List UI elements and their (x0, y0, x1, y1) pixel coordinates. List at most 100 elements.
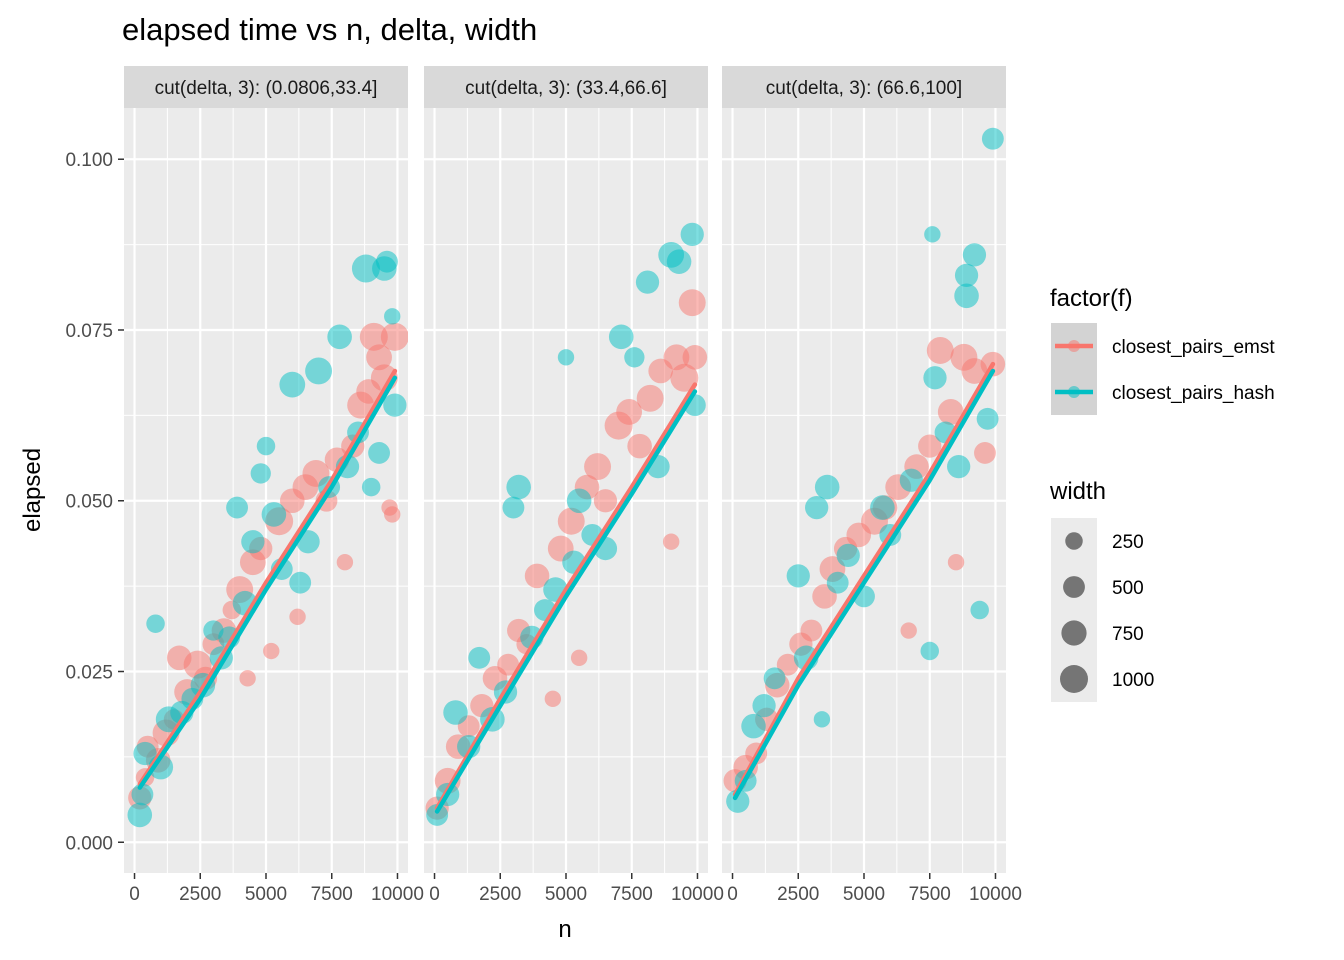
data-point (970, 600, 989, 620)
x-tick-label: 5000 (545, 884, 587, 905)
data-point (327, 324, 352, 350)
color-legend-title: factor(f) (1050, 285, 1133, 312)
data-point (133, 741, 157, 766)
legend-size-label: 500 (1112, 578, 1144, 599)
smooth-line (732, 368, 996, 801)
facet-strip-label: cut(delta, 3): (66.6,100] (766, 78, 962, 99)
data-point (954, 283, 979, 309)
data-point (900, 622, 917, 639)
data-point (763, 667, 786, 690)
data-point (962, 243, 987, 267)
x-tick-label: 2500 (479, 884, 521, 905)
legend: factor(f) closest_pairs_emst closest_pairs… (1049, 285, 1275, 702)
facet-panel-3: cut(delta, 3): (66.6,100] 0 2500 5000 7500 10… (722, 66, 1022, 905)
data-point (663, 344, 690, 371)
data-point (805, 495, 829, 520)
data-point (570, 649, 588, 667)
x-tick-label: 2500 (179, 884, 221, 905)
data-point (250, 463, 271, 484)
y-tick-label: 0.100 (65, 150, 113, 171)
data-point (920, 641, 939, 661)
data-point (384, 506, 401, 523)
data-point (566, 488, 592, 514)
data-point (376, 250, 398, 273)
data-point (256, 436, 276, 456)
data-point (127, 802, 153, 828)
data-point (131, 783, 154, 806)
x-tick-label: 10000 (969, 884, 1022, 905)
facet-panel-2: cut(delta, 3): (33.4,66.6] 0 2500 5000 7500 1… (424, 66, 724, 905)
data-point (289, 608, 306, 626)
facet-strip (722, 66, 1006, 108)
legend-key-point (1068, 386, 1080, 398)
data-point (926, 337, 954, 364)
data-point (974, 442, 996, 464)
data-point (836, 543, 860, 568)
data-point (289, 571, 312, 594)
x-tick-label: 7500 (311, 884, 353, 905)
data-point (368, 442, 390, 464)
data-point (506, 474, 531, 500)
legend-entry-label: closest_pairs_emst (1112, 337, 1275, 358)
legend-size-point (1061, 620, 1087, 646)
data-point (666, 249, 692, 274)
legend-entry-label: closest_pairs_hash (1112, 383, 1275, 404)
x-tick-label: 0 (727, 884, 738, 905)
legend-size-point (1060, 665, 1088, 693)
legend-size-point (1063, 576, 1085, 598)
data-point (624, 347, 645, 368)
data-point (366, 344, 392, 371)
data-point (636, 384, 664, 412)
data-point (662, 533, 680, 550)
data-point (336, 554, 354, 571)
legend-size-point (1065, 532, 1083, 550)
data-point (502, 496, 525, 519)
data-point (923, 366, 947, 390)
smooth-line (732, 361, 996, 797)
smooth-line (137, 368, 398, 787)
data-point (226, 496, 248, 519)
x-tick-label: 5000 (245, 884, 287, 905)
y-axis: 0.000 0.025 0.050 0.075 0.100 (65, 150, 124, 854)
facet-panel-1: cut(delta, 3): (0.0806,33.4] 0 2500 5000 750… (124, 66, 424, 905)
data-point (361, 477, 381, 497)
y-tick-label: 0.000 (65, 833, 113, 854)
data-point (947, 454, 971, 479)
data-point (524, 563, 550, 589)
x-tick-label: 0 (129, 884, 140, 905)
data-point (976, 407, 999, 430)
x-axis-label: n (558, 916, 571, 943)
data-point (826, 571, 849, 594)
data-point (981, 127, 1004, 150)
data-point (544, 690, 562, 708)
data-point (261, 502, 287, 527)
data-point (146, 614, 165, 633)
facet-panels: cut(delta, 3): (0.0806,33.4] 0 2500 5000 750… (65, 66, 1022, 905)
x-tick-label: 7500 (909, 884, 951, 905)
y-tick-label: 0.050 (65, 492, 113, 513)
data-point (380, 322, 408, 351)
points-layer (127, 250, 408, 828)
data-point (899, 468, 923, 492)
data-point (279, 371, 306, 398)
data-point (468, 646, 491, 669)
legend-size-label: 750 (1112, 624, 1144, 645)
x-tick-label: 10000 (671, 884, 724, 905)
data-point (813, 711, 831, 728)
data-point (616, 399, 643, 425)
data-point (918, 434, 942, 458)
data-point (351, 254, 380, 283)
facet-strip (424, 66, 708, 108)
data-point (384, 308, 401, 325)
x-tick-label: 5000 (843, 884, 885, 905)
size-legend-title: width (1049, 478, 1106, 505)
data-point (726, 789, 750, 813)
data-point (680, 222, 704, 246)
data-point (383, 393, 407, 417)
facet-strip-label: cut(delta, 3): (33.4,66.6] (465, 78, 667, 99)
data-point (870, 495, 895, 520)
data-point (239, 670, 256, 687)
data-point (741, 713, 766, 739)
data-point (937, 399, 964, 425)
